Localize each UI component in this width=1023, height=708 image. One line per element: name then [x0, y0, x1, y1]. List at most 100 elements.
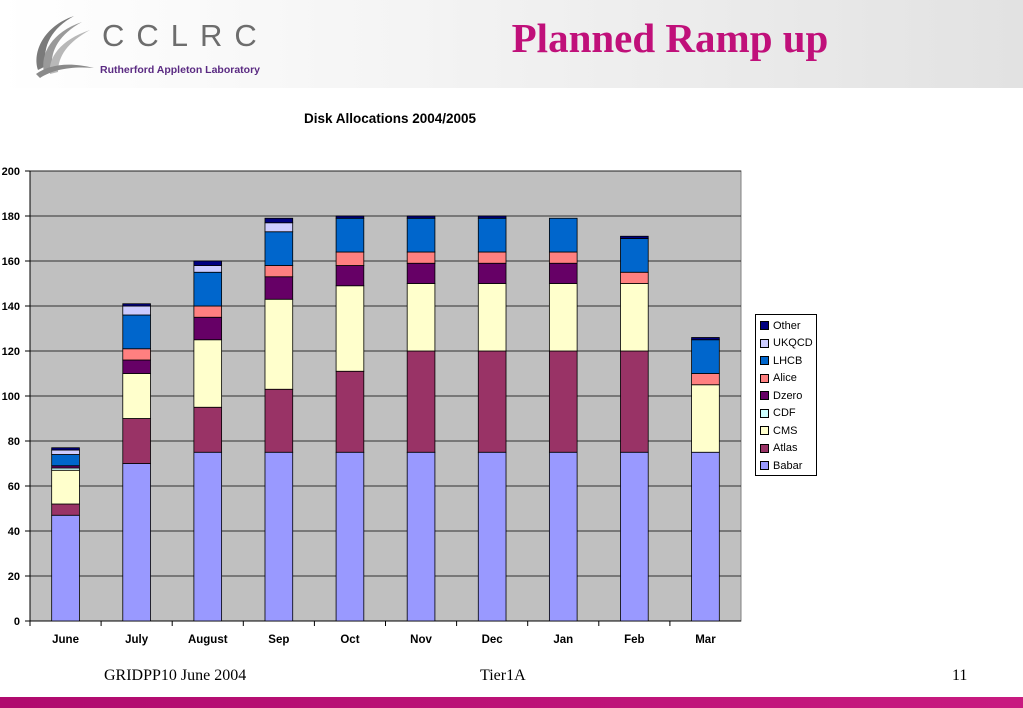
bar-cms-june — [51, 469, 80, 505]
y-tick-label: 100 — [2, 391, 20, 403]
y-tick-label: 0 — [14, 616, 20, 628]
bar-dzero-nov — [406, 262, 436, 284]
cclrc-logo: CCLRC Rutherford Appleton Laboratory — [30, 12, 300, 82]
y-tick-label: 180 — [2, 211, 20, 223]
x-tick-label: July — [125, 634, 149, 646]
bar-ukqcd-june — [51, 449, 80, 455]
bar-alice-july — [122, 348, 151, 361]
x-tick-label: August — [188, 634, 228, 646]
header-band — [0, 0, 1023, 88]
bar-atlas-jan — [548, 350, 578, 453]
footer-event: GRIDPP10 June 2004 — [104, 667, 247, 684]
bar-babar-dec — [477, 451, 507, 622]
legend-item-atlas: Atlas — [760, 440, 816, 458]
legend-label: Other — [773, 319, 801, 332]
bar-dzero-jan — [548, 262, 578, 284]
footer-section: Tier1A — [480, 667, 526, 684]
legend-swatch — [760, 443, 769, 453]
bar-dzero-dec — [477, 262, 507, 284]
x-tick-label: Nov — [410, 634, 432, 646]
bar-ukqcd-august — [193, 265, 223, 273]
legend-swatch — [760, 356, 769, 366]
chart-legend: Other UKQCD LHCB Alice Dzero CDF CMS Atlas Babar — [755, 314, 817, 476]
bar-other-dec — [477, 215, 507, 219]
bar-atlas-sep — [264, 388, 294, 453]
bar-lhcb-mar — [691, 339, 720, 374]
logo-swoosh-icon — [36, 16, 94, 78]
legend-item-cdf: CDF — [760, 405, 816, 423]
y-tick-label: 40 — [8, 526, 20, 538]
bar-alice-jan — [548, 251, 578, 264]
legend-swatch — [760, 373, 769, 383]
x-tick-label: Feb — [624, 634, 644, 646]
bar-alice-august — [193, 305, 223, 318]
bar-dzero-july — [122, 359, 151, 374]
bar-lhcb-nov — [406, 217, 436, 253]
x-tick-label: Jan — [553, 634, 573, 646]
bar-lhcb-july — [122, 314, 151, 350]
bar-atlas-oct — [335, 370, 365, 453]
legend-label: CMS — [773, 424, 798, 437]
bar-cms-august — [193, 339, 223, 408]
bar-babar-jan — [548, 451, 578, 622]
legend-item-dzero: Dzero — [760, 387, 816, 405]
x-tick-label: Oct — [340, 634, 359, 646]
bar-atlas-june — [51, 503, 80, 516]
bar-cms-nov — [406, 283, 436, 352]
legend-item-lhcb: LHCB — [760, 352, 816, 370]
y-tick-label: 140 — [2, 301, 20, 313]
bar-other-feb — [620, 235, 649, 239]
bar-lhcb-oct — [335, 217, 365, 253]
x-tick-label: Mar — [695, 634, 716, 646]
legend-item-ukqcd: UKQCD — [760, 335, 816, 353]
y-tick-label: 20 — [8, 571, 20, 583]
bar-dzero-oct — [335, 265, 365, 287]
slide-title: Planned Ramp up — [511, 15, 829, 61]
bar-cms-jan — [548, 283, 578, 352]
legend-item-babar: Babar — [760, 457, 816, 475]
bar-lhcb-jan — [548, 217, 578, 253]
bar-other-oct — [335, 215, 365, 219]
legend-label: Babar — [773, 459, 803, 472]
y-tick-label: 160 — [2, 256, 20, 268]
bar-alice-mar — [691, 373, 720, 386]
bar-alice-feb — [620, 271, 649, 284]
chart-title: Disk Allocations 2004/2005 — [303, 111, 477, 126]
legend-item-other: Other — [760, 317, 816, 335]
bar-lhcb-dec — [477, 217, 507, 253]
legend-swatch — [760, 408, 769, 418]
bar-lhcb-feb — [620, 238, 649, 273]
legend-swatch — [760, 338, 769, 348]
bar-atlas-feb — [620, 350, 649, 453]
bar-atlas-august — [193, 406, 223, 453]
y-tick-label: 200 — [2, 166, 20, 178]
bar-other-july — [122, 303, 151, 307]
bar-atlas-july — [122, 418, 151, 464]
legend-swatch — [760, 426, 769, 436]
bar-cms-mar — [691, 384, 720, 453]
bar-cms-oct — [335, 285, 365, 372]
bottom-accent-bar — [0, 697, 1023, 708]
page-number: 11 — [952, 667, 968, 684]
bar-babar-nov — [406, 451, 436, 622]
bar-babar-july — [122, 463, 151, 622]
y-tick-label: 60 — [8, 481, 20, 493]
legend-label: LHCB — [773, 354, 803, 367]
legend-swatch — [760, 321, 769, 331]
legend-item-alice: Alice — [760, 370, 816, 388]
legend-item-cms: CMS — [760, 422, 816, 440]
bar-lhcb-august — [193, 271, 223, 307]
bar-other-mar — [691, 337, 720, 341]
bar-alice-sep — [264, 265, 294, 278]
x-tick-label: Dec — [482, 634, 504, 646]
bar-atlas-dec — [477, 350, 507, 453]
legend-swatch — [760, 391, 769, 401]
bar-babar-august — [193, 451, 223, 622]
y-tick-label: 120 — [2, 346, 20, 358]
bar-babar-feb — [620, 451, 649, 622]
bar-babar-oct — [335, 451, 365, 622]
bar-babar-sep — [264, 451, 294, 622]
legend-label: UKQCD — [773, 337, 813, 350]
y-tick-label: 80 — [8, 436, 20, 448]
bar-other-august — [193, 260, 223, 266]
